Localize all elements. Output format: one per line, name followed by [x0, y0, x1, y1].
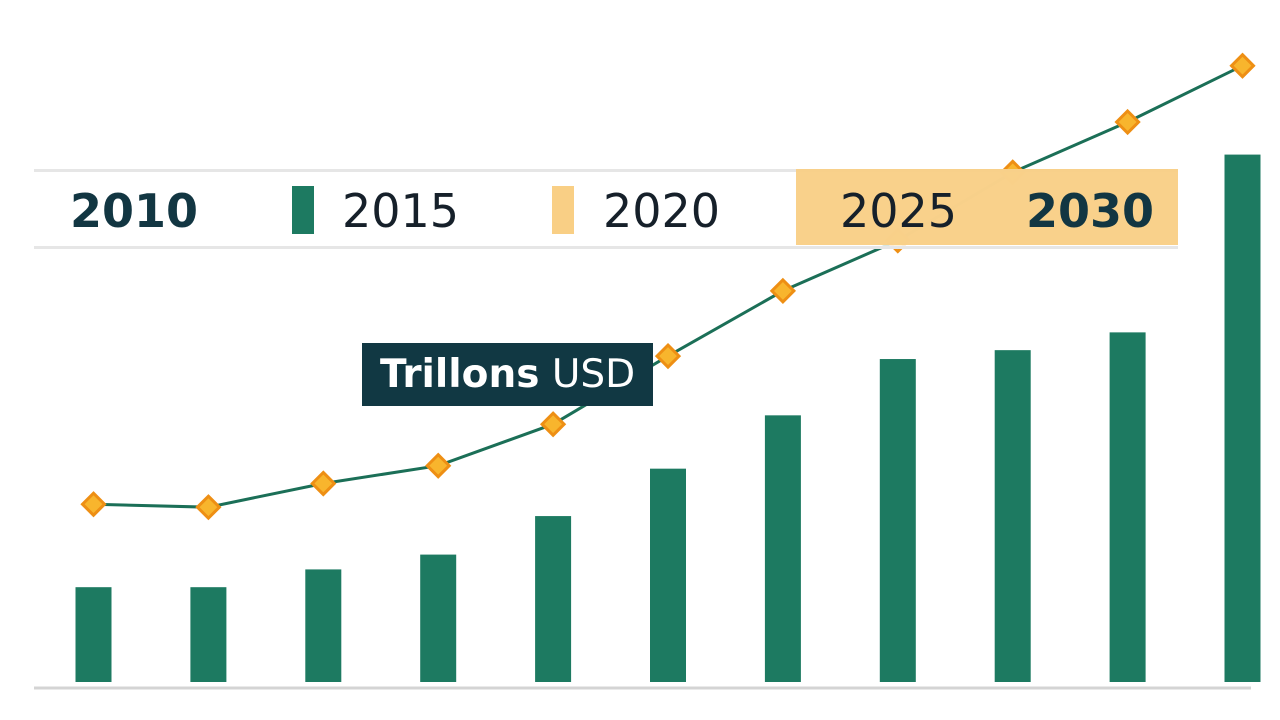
- line-marker-4: [539, 411, 567, 438]
- legend-swatch-green: [292, 186, 314, 234]
- line-marker-9: [1114, 108, 1141, 136]
- line-marker-0: [80, 491, 107, 518]
- bar-10: [1224, 154, 1261, 682]
- legend-label-2025: 2025: [840, 184, 958, 238]
- legend-label-2010: 2010: [70, 184, 199, 238]
- line-marker-6: [769, 277, 797, 305]
- bar-3: [420, 554, 457, 682]
- legend-highlight: [796, 169, 1178, 245]
- bar-2: [305, 569, 342, 682]
- bar-5: [650, 468, 686, 682]
- bar-4: [535, 516, 572, 682]
- line-marker-3: [425, 452, 452, 479]
- bar-0: [75, 587, 112, 682]
- line-marker-5: [654, 342, 682, 370]
- legend-swatch-yellow: [552, 186, 574, 234]
- bar-1: [190, 587, 227, 682]
- bar-6: [764, 415, 801, 682]
- legend-label-2030: 2030: [1026, 184, 1155, 238]
- bar-8: [994, 350, 1031, 682]
- line-marker-10: [1229, 52, 1256, 79]
- line-marker-1: [195, 494, 222, 521]
- units-label-strong: Trillons: [380, 352, 540, 397]
- bar-9: [1109, 332, 1146, 682]
- units-label-light: USD: [551, 352, 636, 397]
- line-marker-2: [310, 470, 337, 497]
- legend-label-2015: 2015: [342, 184, 460, 238]
- legend-label-2020: 2020: [603, 184, 721, 238]
- bar-7: [879, 359, 916, 682]
- trend-line: [93, 64, 1244, 509]
- units-label: Trillons USD: [362, 343, 654, 406]
